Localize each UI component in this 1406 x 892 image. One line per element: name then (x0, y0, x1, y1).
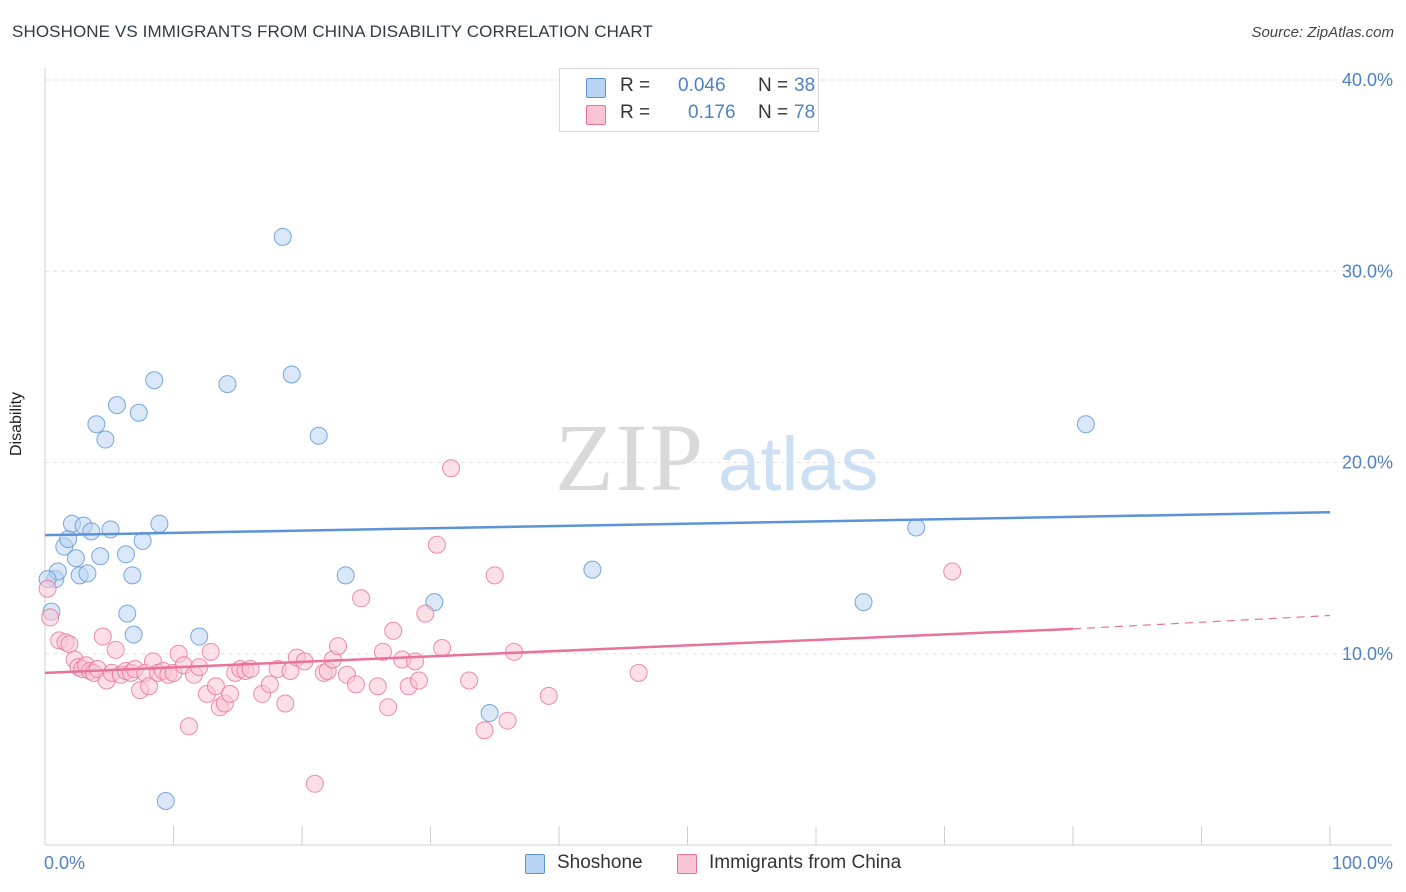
data-point-shoshone (583, 560, 602, 579)
data-point-shoshone (101, 520, 120, 539)
trend-line-shoshone (44, 510, 1331, 537)
legend-swatch-shoshone (586, 78, 606, 98)
source-credit: Source: ZipAtlas.com (1251, 24, 1394, 41)
bottom-legend-label: Immigrants from China (709, 852, 902, 873)
data-point-shoshone (190, 627, 209, 646)
watermark-zip: ZIP (555, 404, 705, 511)
data-point-china (201, 642, 220, 661)
data-point-china (427, 535, 446, 554)
legend-n-value: 78 (794, 102, 816, 123)
data-point-china (276, 694, 295, 713)
data-point-shoshone (82, 522, 101, 541)
data-point-china (305, 774, 324, 793)
data-point-shoshone (124, 625, 143, 644)
data-point-shoshone (273, 227, 292, 246)
data-points (38, 227, 1095, 811)
data-point-shoshone (133, 531, 152, 550)
legend-n-label: N = (758, 102, 789, 123)
data-point-china (93, 627, 112, 646)
grid-lines (45, 79, 1392, 655)
trend-line-china-extension (1072, 614, 1331, 630)
data-point-shoshone (907, 518, 926, 537)
legend-r-label: R = (620, 75, 651, 96)
data-point-china (221, 684, 240, 703)
y-tick-label: 20.0% (1342, 453, 1393, 473)
legend-r-value: 0.176 (688, 102, 736, 123)
data-point-china (60, 635, 79, 654)
data-point-shoshone (118, 604, 137, 623)
legend-n-value: 38 (794, 75, 816, 96)
legend: R = 0.046 N = 38 R = 0.176 N = 78 (559, 68, 819, 132)
legend-n-label: N = (758, 75, 789, 96)
data-point-china (442, 459, 461, 478)
data-point-china (38, 579, 57, 598)
data-point-shoshone (87, 415, 106, 434)
bottom-legend-swatch-china (677, 854, 697, 874)
data-point-china (475, 721, 494, 740)
bottom-legend-swatch-shoshone (525, 854, 545, 874)
legend-r-value: 0.046 (678, 75, 726, 96)
data-point-china (352, 589, 371, 608)
y-tick-labels: 10.0% 20.0% 30.0% 40.0% (1342, 70, 1393, 664)
trend-lines (44, 510, 1331, 675)
x-tick-label: 0.0% (44, 853, 85, 873)
data-point-china (373, 642, 392, 661)
data-point-china (416, 604, 435, 623)
data-point-shoshone (91, 547, 110, 566)
axes (44, 68, 1392, 846)
data-point-china (346, 675, 365, 694)
y-tick-label: 40.0% (1342, 70, 1393, 90)
watermark: ZIP atlas (555, 404, 879, 511)
data-point-china (328, 637, 347, 656)
data-point-china (41, 608, 60, 627)
chart-title: SHOSHONE VS IMMIGRANTS FROM CHINA DISABI… (12, 22, 653, 41)
data-point-shoshone (96, 430, 115, 449)
data-point-china (498, 711, 517, 730)
data-point-china (179, 717, 198, 736)
legend-swatch-china (586, 105, 606, 125)
data-point-china (433, 639, 452, 658)
data-point-china (206, 677, 225, 696)
data-point-china (406, 652, 425, 671)
data-point-shoshone (1076, 415, 1095, 434)
data-point-china (409, 671, 428, 690)
data-point-shoshone (480, 704, 499, 723)
data-point-shoshone (129, 403, 148, 422)
bottom-legend-label: Shoshone (557, 852, 643, 873)
data-point-china (140, 677, 159, 696)
trend-line-china (44, 627, 1074, 675)
data-point-shoshone (123, 566, 142, 585)
data-point-china (368, 677, 387, 696)
data-point-shoshone (336, 566, 355, 585)
data-point-shoshone (107, 396, 126, 415)
data-point-china (629, 663, 648, 682)
data-point-shoshone (150, 514, 169, 533)
data-point-china (539, 686, 558, 705)
x-tick-label: 100.0% (1332, 853, 1393, 873)
data-point-shoshone (116, 545, 135, 564)
data-point-shoshone (59, 530, 78, 548)
y-tick-label: 30.0% (1342, 261, 1393, 281)
data-point-shoshone (218, 375, 237, 394)
legend-r-label: R = (620, 102, 651, 123)
data-point-shoshone (156, 792, 175, 811)
data-point-china (379, 698, 398, 717)
data-point-china (260, 675, 279, 694)
data-point-shoshone (145, 371, 164, 390)
data-point-shoshone (66, 549, 85, 568)
watermark-atlas: atlas (718, 422, 879, 507)
data-point-china (485, 566, 504, 585)
data-point-china (106, 640, 125, 659)
data-point-shoshone (282, 365, 301, 384)
x-tick-labels: 0.0% 100.0% (44, 853, 1393, 873)
data-point-china (384, 621, 403, 640)
data-point-shoshone (309, 426, 328, 445)
data-point-shoshone (854, 593, 873, 612)
data-point-china (943, 562, 962, 581)
y-tick-label: 10.0% (1342, 644, 1393, 664)
data-point-shoshone (78, 564, 97, 583)
data-point-china (460, 671, 479, 690)
